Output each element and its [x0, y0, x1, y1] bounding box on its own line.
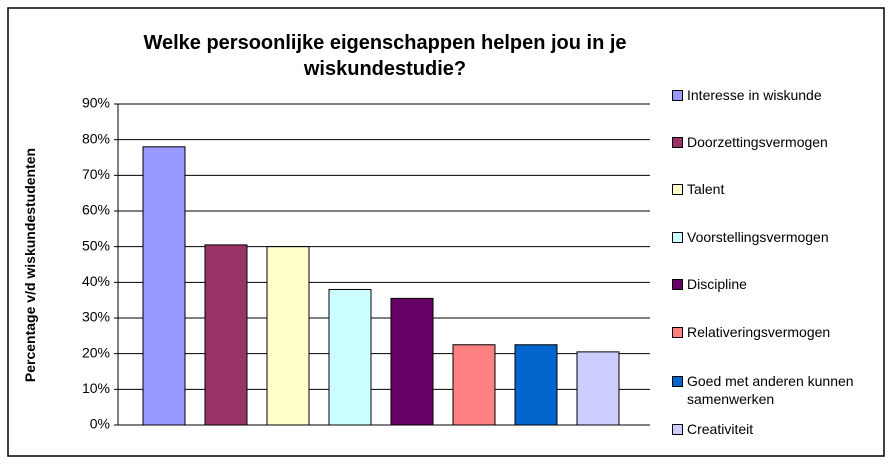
legend-swatch — [672, 327, 683, 338]
y-tick-label: 0% — [90, 416, 110, 432]
y-tick-label: 40% — [82, 273, 110, 289]
y-tick-label: 10% — [82, 380, 110, 396]
legend-label: Relativeringsvermogen — [687, 324, 831, 340]
bar — [328, 288, 372, 426]
legend-entry: Doorzettingsvermogen — [672, 133, 882, 151]
legend-label: Interesse in wiskunde — [687, 87, 822, 103]
legend-label: Talent — [687, 181, 725, 197]
legend-entry: Voorstellingsvermogen — [672, 228, 882, 246]
legend-swatch — [672, 279, 683, 290]
y-tick-label: 50% — [82, 237, 110, 253]
y-tick-label: 60% — [82, 202, 110, 218]
legend-entry: Talent — [672, 180, 882, 198]
legend-label: Creativiteit — [687, 421, 754, 437]
y-axis-label: Percentage v/d wiskundestudenten — [22, 147, 38, 383]
legend-label: Doorzettingsvermogen — [687, 134, 828, 150]
legend-swatch — [672, 424, 683, 435]
y-tick-label: 90% — [82, 95, 110, 111]
legend-label: Discipline — [687, 276, 747, 292]
legend-swatch — [672, 137, 683, 148]
y-tick-label: 70% — [82, 166, 110, 182]
y-tick-label: 30% — [82, 309, 110, 325]
bar — [204, 244, 248, 426]
bar — [266, 246, 310, 426]
y-tick-label: 80% — [82, 130, 110, 146]
bar — [514, 344, 558, 426]
bar — [452, 344, 496, 426]
legend-entry: Goed met anderen kunnen samenwerken — [672, 372, 882, 408]
legend-entry: Interesse in wiskunde — [672, 86, 882, 104]
bar — [142, 146, 186, 426]
legend-label: Voorstellingsvermogen — [687, 229, 829, 245]
legend-entry: Creativiteit — [672, 420, 882, 438]
bar — [576, 351, 620, 426]
y-tick-label: 20% — [82, 344, 110, 360]
bar — [390, 297, 434, 426]
legend-label: Goed met anderen kunnen samenwerken — [687, 373, 854, 407]
legend-swatch — [672, 376, 683, 387]
chart-border — [7, 7, 885, 457]
legend-entry: Discipline — [672, 275, 882, 293]
legend-swatch — [672, 184, 683, 195]
legend-entry: Relativeringsvermogen — [672, 323, 882, 341]
legend-swatch — [672, 90, 683, 101]
chart-title: Welke persoonlijke eigenschappen helpen … — [143, 32, 627, 80]
legend-swatch — [672, 232, 683, 243]
